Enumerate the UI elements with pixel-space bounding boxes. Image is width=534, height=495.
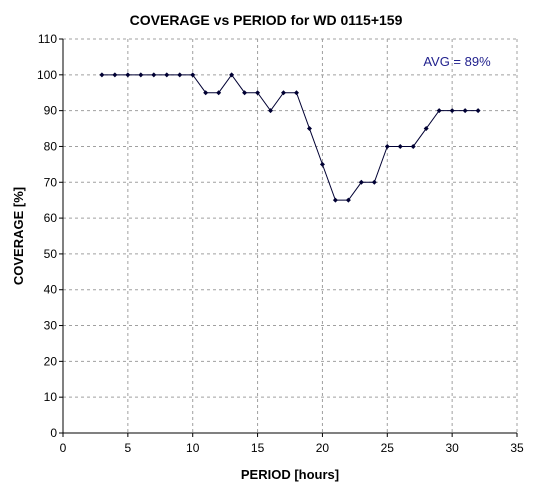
x-tick-label-3: 15 — [251, 441, 265, 455]
x-tick-label-5: 25 — [381, 441, 395, 455]
x-axis-label: PERIOD [hours] — [241, 467, 339, 482]
data-point-16 — [306, 126, 312, 132]
data-point-6 — [177, 72, 183, 78]
average-annotation: AVG = 89% — [423, 54, 491, 69]
data-point-15 — [293, 90, 299, 96]
data-point-17 — [319, 161, 325, 167]
data-point-1 — [112, 72, 118, 78]
x-tick-label-4: 20 — [316, 441, 330, 455]
data-point-19 — [345, 197, 351, 203]
x-tick-label-1: 5 — [125, 441, 132, 455]
data-point-25 — [423, 126, 429, 132]
x-tick-label-2: 10 — [186, 441, 200, 455]
x-tick-label-6: 30 — [445, 441, 459, 455]
y-tick-label-2: 20 — [44, 354, 58, 368]
data-point-3 — [138, 72, 144, 78]
data-point-22 — [384, 143, 390, 149]
data-point-12 — [255, 90, 261, 96]
data-point-4 — [151, 72, 157, 78]
x-tick-labels: 0 5 10 15 20 25 30 35 — [60, 441, 524, 455]
data-point-24 — [410, 143, 416, 149]
x-tick-label-0: 0 — [60, 441, 67, 455]
data-point-7 — [190, 72, 196, 78]
y-axis-label: COVERAGE [%] — [11, 187, 26, 285]
y-tick-label-4: 40 — [44, 283, 58, 297]
y-tick-label-5: 50 — [44, 247, 58, 261]
data-point-0 — [99, 72, 105, 78]
y-tick-label-3: 30 — [44, 319, 58, 333]
coverage-series — [99, 72, 481, 203]
data-point-10 — [229, 72, 235, 78]
data-point-2 — [125, 72, 131, 78]
y-tick-label-11: 110 — [38, 32, 57, 46]
data-point-18 — [332, 197, 338, 203]
data-point-20 — [358, 179, 364, 185]
y-tick-label-7: 70 — [44, 175, 58, 189]
y-tick-label-9: 90 — [44, 104, 58, 118]
data-point-28 — [462, 108, 468, 114]
data-point-5 — [164, 72, 170, 78]
axes — [59, 38, 518, 437]
data-point-11 — [242, 90, 248, 96]
chart-title: COVERAGE vs PERIOD for WD 0115+159 — [130, 12, 403, 28]
data-point-27 — [449, 108, 455, 114]
data-point-29 — [475, 108, 481, 114]
y-tick-label-6: 60 — [44, 211, 58, 225]
x-tick-label-7: 35 — [510, 441, 524, 455]
data-point-13 — [268, 108, 274, 114]
data-point-23 — [397, 143, 403, 149]
data-point-14 — [281, 90, 287, 96]
y-tick-label-1: 10 — [44, 390, 58, 404]
y-tick-labels: 0 10 20 30 40 50 60 70 80 90 100 110 — [37, 32, 57, 440]
data-point-9 — [216, 90, 222, 96]
coverage-line — [101, 73, 479, 201]
y-tick-label-0: 0 — [50, 426, 57, 440]
grid-lines — [63, 38, 518, 433]
y-tick-label-10: 100 — [37, 68, 57, 82]
data-point-8 — [203, 90, 209, 96]
data-point-26 — [436, 108, 442, 114]
data-point-21 — [371, 179, 377, 185]
y-tick-label-8: 80 — [44, 139, 58, 153]
